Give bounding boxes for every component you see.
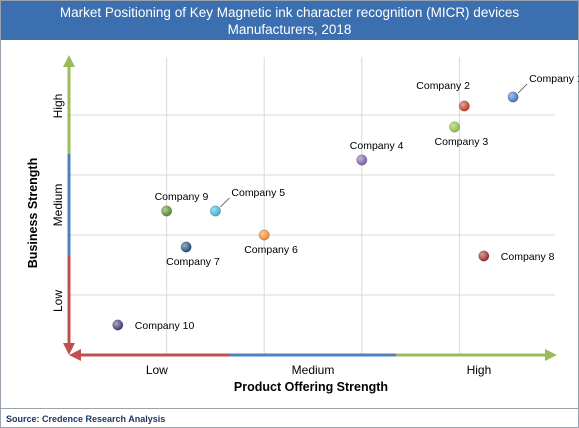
chart-title: Market Positioning of Key Magnetic ink c… [59, 4, 520, 37]
data-point: Company 1 [507, 73, 579, 103]
data-point: Company 9 [155, 191, 209, 217]
source-note: Source: Credence Research Analysis [6, 413, 166, 424]
x-axis-label: Product Offering Strength [234, 380, 388, 394]
y-axis-arrowhead [63, 55, 75, 67]
point-shine-company-8 [478, 250, 489, 262]
data-point: Company 2 [416, 80, 470, 112]
point-label-company-8: Company 8 [501, 251, 555, 263]
y-level-label: High [51, 94, 65, 119]
point-leader-line [517, 83, 528, 94]
point-shine-company-7 [180, 241, 192, 253]
data-point: Company 5 [209, 187, 285, 217]
point-label-company-4: Company 4 [350, 140, 404, 152]
point-label-company-2: Company 2 [416, 80, 470, 92]
point-leader-line [220, 197, 230, 208]
point-shine-company-4 [356, 154, 367, 166]
title-bar: Market Positioning of Key Magnetic ink c… [1, 1, 578, 40]
data-point: Company 3 [435, 121, 489, 148]
point-shine-company-5 [210, 205, 221, 217]
x-axis-arrowhead [545, 349, 557, 361]
point-label-company-3: Company 3 [435, 136, 489, 148]
x-axis-origin-arrowhead [69, 349, 81, 361]
y-axis-origin-arrowhead [63, 343, 75, 355]
source-bar: Source: Credence Research Analysis [1, 408, 578, 428]
point-label-company-5: Company 5 [231, 187, 285, 199]
point-label-company-1: Company 1 [529, 73, 579, 85]
y-level-label: Low [51, 290, 65, 312]
point-shine-company-9 [161, 205, 172, 217]
point-label-company-10: Company 10 [135, 320, 195, 332]
x-level-label: Medium [292, 363, 335, 377]
point-shine-company-6 [259, 229, 270, 241]
point-shine-company-3 [449, 121, 460, 133]
data-point: Company 4 [350, 140, 404, 166]
x-level-label: High [467, 363, 492, 377]
x-level-label: Low [146, 363, 168, 377]
data-point: Company 7 [166, 241, 220, 268]
point-shine-company-2 [459, 100, 470, 112]
data-point: Company 10 [112, 319, 195, 332]
data-point: Company 6 [244, 229, 298, 256]
point-label-company-9: Company 9 [155, 191, 209, 203]
y-axis-label: Business Strength [26, 158, 40, 268]
point-shine-company-10 [112, 319, 124, 331]
point-label-company-6: Company 6 [244, 244, 298, 256]
data-point: Company 8 [478, 250, 555, 263]
point-label-company-7: Company 7 [166, 256, 220, 268]
y-level-label: Medium [51, 184, 65, 227]
point-shine-company-1 [507, 91, 519, 103]
